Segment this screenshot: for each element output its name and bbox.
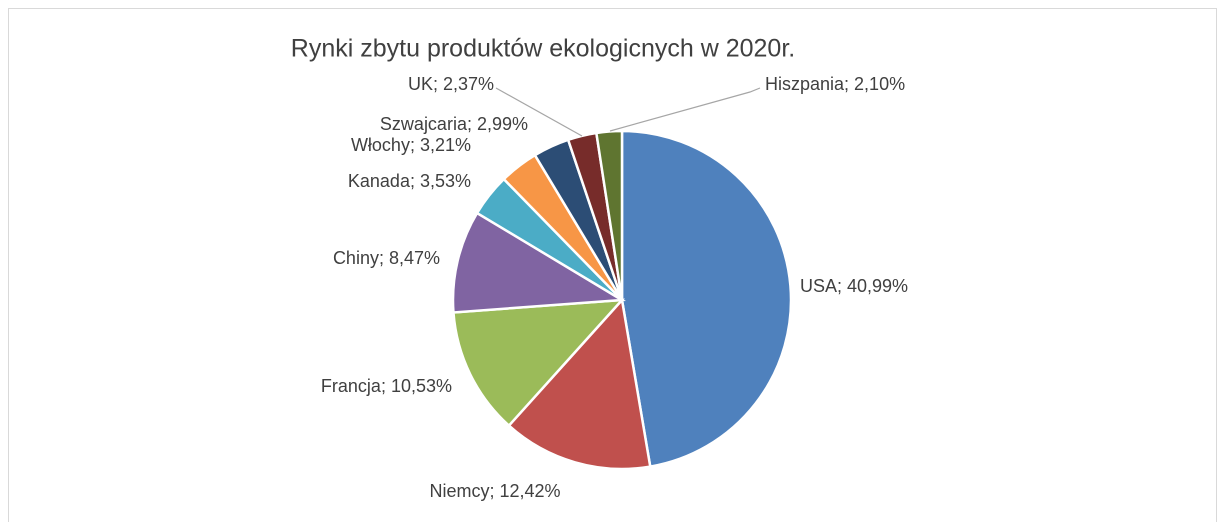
pie-slice [620, 129, 793, 469]
chart-title: Rynki zbytu produktów ekologicnych w 202… [291, 35, 795, 63]
pie-slice [507, 297, 652, 471]
pie-slice [451, 211, 627, 314]
data-label: Kanada; 3,53% [348, 171, 471, 191]
pie-slice [452, 298, 626, 428]
data-label: Włochy; 3,21% [351, 135, 471, 155]
data-label: USA; 40,99% [800, 276, 908, 296]
data-label: Francja; 10,53% [321, 376, 452, 396]
leader-line [609, 87, 761, 132]
data-label: Szwajcaria; 2,99% [380, 114, 528, 134]
pie-slice [594, 129, 624, 301]
data-label: Niemcy; 12,42% [429, 481, 560, 501]
data-label: Hiszpania; 2,10% [765, 74, 905, 94]
data-label: Chiny; 8,47% [333, 248, 440, 268]
data-label: UK; 2,37% [408, 74, 494, 94]
leader-line [495, 87, 583, 137]
